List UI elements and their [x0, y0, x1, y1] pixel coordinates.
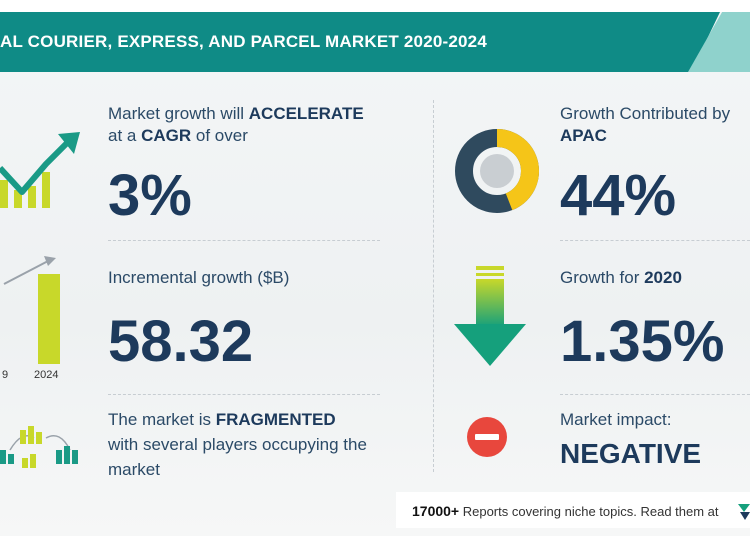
growth-line-1: Market growth will ACCELERATE: [108, 104, 364, 123]
contribution-label: Growth Contributed by: [560, 104, 731, 123]
growth2020-value: 1.35%: [560, 309, 725, 374]
buildings-network-icon: [0, 426, 78, 468]
impact-label: Market impact:: [560, 410, 672, 429]
brand-logo-icon: [738, 504, 750, 520]
footer-bar: [396, 492, 750, 528]
incremental-value: 58.32: [108, 309, 254, 374]
incremental-label: Incremental growth ($B): [108, 268, 290, 287]
bar-growth-icon: 9 2024: [2, 256, 60, 380]
down-arrow-icon: [454, 266, 526, 366]
cagr-value: 3%: [108, 163, 192, 228]
market-line-2: with several players occupying the: [108, 435, 367, 454]
divider: [560, 240, 750, 241]
divider: [560, 394, 750, 395]
market-line-3: market: [108, 460, 160, 479]
footer-text: 17000+ Reports covering niche topics. Re…: [412, 503, 719, 519]
growth2020-label: Growth for 2020: [560, 268, 682, 287]
contribution-region: APAC: [560, 126, 607, 145]
divider: [108, 240, 380, 241]
contribution-value: 44%: [560, 163, 677, 228]
divider: [108, 394, 380, 395]
axis-year-right: 2024: [34, 369, 58, 380]
market-line-1: The market is FRAGMENTED: [108, 410, 336, 429]
minus-circle-icon: [467, 417, 507, 457]
axis-year-left: 9: [2, 369, 8, 380]
donut-chart-icon: [455, 129, 539, 213]
column-divider: [433, 100, 434, 472]
trend-chart-icon: [0, 132, 80, 208]
title-banner: [0, 12, 720, 72]
top-margin: [0, 0, 750, 12]
page-title: AL COURIER, EXPRESS, AND PARCEL MARKET 2…: [0, 32, 487, 51]
growth-line-2: at a CAGR of over: [108, 126, 248, 145]
impact-value: NEGATIVE: [560, 438, 702, 469]
